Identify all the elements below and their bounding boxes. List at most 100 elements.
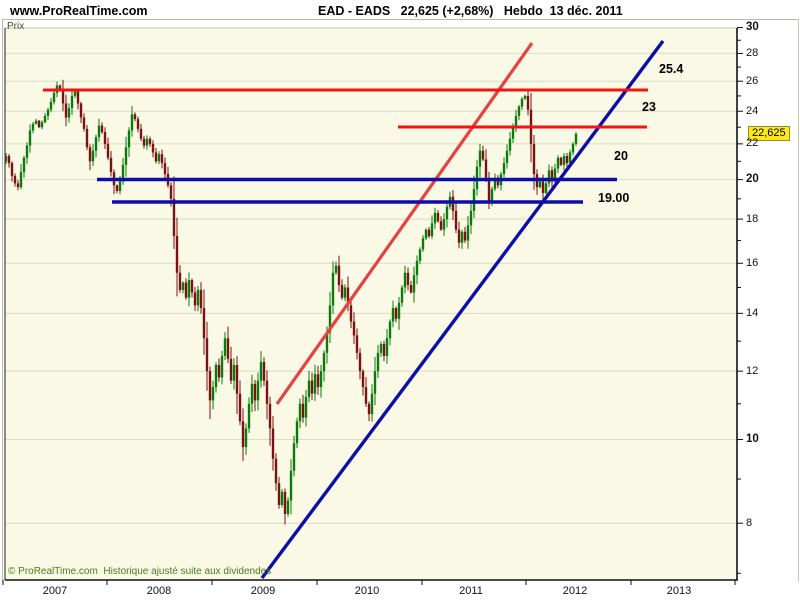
candle-body <box>94 137 98 151</box>
candle-body <box>463 231 467 241</box>
chart-title: EAD - EADS 22,625 (+2,68%) Hebdo 13 déc.… <box>318 4 623 18</box>
candle-body <box>259 361 263 381</box>
candle-body <box>79 103 83 118</box>
candle-body <box>493 177 497 190</box>
candle-body <box>229 358 233 381</box>
candle-body <box>418 249 422 261</box>
candle-body <box>115 185 119 192</box>
candle-body <box>208 371 212 401</box>
candle-body <box>193 292 197 306</box>
candle-body <box>181 282 185 290</box>
candle-body <box>310 380 314 394</box>
candle-body <box>220 355 224 378</box>
candle-body <box>385 338 389 356</box>
candle-body <box>556 157 560 169</box>
candle-body <box>121 164 125 182</box>
candle-body <box>19 172 23 188</box>
candle-body <box>424 229 428 239</box>
candle-body <box>133 114 137 120</box>
candle-body <box>325 332 329 353</box>
candle-body <box>103 132 107 144</box>
candle-body <box>364 387 368 404</box>
candle-body <box>52 92 56 102</box>
candle-body <box>352 321 356 336</box>
rising-support-blue <box>260 39 665 580</box>
candle-body <box>373 371 377 394</box>
candle-body <box>439 221 443 230</box>
candle-body <box>388 321 392 339</box>
candle-body <box>64 103 68 118</box>
candle-body <box>478 150 482 167</box>
candle-body <box>574 133 578 144</box>
candle-body <box>427 229 431 237</box>
candle-body <box>349 305 353 322</box>
site-label: www.ProRealTime.com <box>10 4 148 18</box>
candle-body <box>319 371 323 388</box>
candle-body <box>295 421 299 444</box>
candle-body <box>67 108 71 118</box>
candle-body <box>283 491 287 514</box>
candle-body <box>346 287 350 306</box>
candle-body <box>337 265 341 285</box>
candle-body <box>271 428 275 459</box>
candle-body <box>34 120 38 124</box>
candle-body <box>88 147 92 162</box>
plot-background[interactable] <box>5 28 737 580</box>
candle-body <box>7 155 11 164</box>
candle-body <box>502 163 506 175</box>
candle-body <box>298 403 302 422</box>
candle-body <box>517 106 521 116</box>
candle-body <box>367 403 371 415</box>
candle-body <box>37 120 41 128</box>
candle-body <box>301 403 305 418</box>
candle-body <box>238 393 242 422</box>
candle-body <box>163 163 167 175</box>
candle-body <box>547 170 551 184</box>
candle-body <box>16 183 20 188</box>
candle-body <box>469 210 473 226</box>
candle-body <box>379 344 383 353</box>
candle-body <box>328 305 332 333</box>
candle-body <box>472 189 476 211</box>
candle-body <box>280 491 284 505</box>
candle-body <box>4 155 8 162</box>
candle-body <box>205 338 209 372</box>
candle-body <box>571 143 575 153</box>
candle-body <box>397 302 401 319</box>
candle-body <box>568 152 572 164</box>
candle-body <box>268 403 272 429</box>
candle-body <box>511 127 515 139</box>
candle-body <box>532 143 536 175</box>
candle-body <box>124 147 128 165</box>
candle-body <box>46 109 50 116</box>
candle-body <box>553 168 557 182</box>
candle-body <box>457 229 461 243</box>
candle-body <box>484 159 488 178</box>
candle-body <box>214 364 218 388</box>
candle-body <box>58 85 62 89</box>
candle-body <box>394 308 398 319</box>
candle-body <box>265 380 269 404</box>
candle-body <box>526 95 530 110</box>
candle-body <box>175 236 179 273</box>
candle-body <box>316 374 320 388</box>
candle-body <box>421 238 425 250</box>
candle-body <box>10 163 14 176</box>
candle-body <box>505 150 509 164</box>
candle-body <box>184 282 188 298</box>
candle-body <box>73 91 77 96</box>
candle-body <box>190 280 194 293</box>
candle-body <box>376 352 380 372</box>
candle-body <box>370 393 374 415</box>
candle-body <box>106 143 110 158</box>
candle-body <box>241 421 245 448</box>
candle-body <box>292 443 296 471</box>
candle-body <box>151 143 155 153</box>
candle-body <box>196 289 200 306</box>
candle-body <box>415 260 419 276</box>
candle-body <box>274 458 278 484</box>
candle-body <box>76 91 80 104</box>
candle-body <box>223 338 227 356</box>
candle-body <box>157 154 161 162</box>
